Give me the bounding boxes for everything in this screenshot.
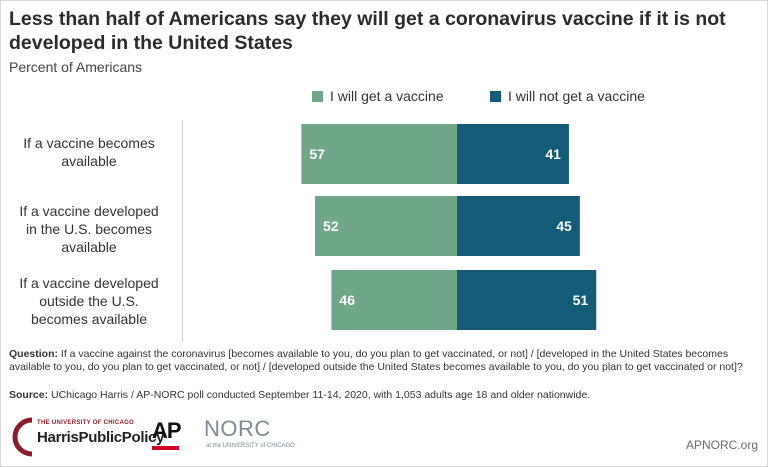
bar-will-not-get-2	[457, 196, 580, 256]
bar-will-get-2	[315, 196, 457, 256]
data-label-will-not-get-3: 51	[573, 292, 589, 308]
data-label-will-get-2: 52	[323, 218, 339, 234]
source-label: Source:	[9, 389, 49, 401]
category-label-1-line-1: If a vaccine becomes	[23, 135, 155, 151]
data-label-will-get-1: 57	[309, 146, 325, 162]
category-label-3: If a vaccine developed outside the U.S. …	[0, 274, 178, 328]
category-label-3-line-3: becomes available	[31, 311, 147, 327]
category-label-2: If a vaccine developed in the U.S. becom…	[0, 202, 178, 256]
category-label-2-line-2: in the U.S. becomes	[25, 221, 153, 237]
harris-logo-small-text: THE UNIVERSITY OF CHICAGO	[37, 420, 135, 426]
category-label-1: If a vaccine becomes available	[0, 134, 178, 170]
ap-logo-bar	[152, 446, 179, 450]
bar-will-not-get-1	[457, 124, 569, 184]
norc-logo-subtext: at the UNIVERSITY of CHICAGO	[206, 443, 295, 449]
norc-logo: NORC	[204, 416, 271, 441]
data-label-will-not-get-1: 41	[545, 146, 561, 162]
legend: I will get a vaccine I will not get a va…	[0, 88, 768, 108]
logo-strip: THE UNIVERSITY OF CHICAGO HarrisPublicPo…	[0, 410, 768, 467]
bar-will-get-1	[301, 124, 457, 184]
legend-label-will-not-get: I will not get a vaccine	[508, 88, 645, 104]
bar-will-not-get-3	[457, 270, 597, 330]
bar-will-get-3	[331, 270, 457, 330]
category-label-1-line-2: available	[61, 153, 117, 169]
ap-logo: AP	[152, 418, 182, 443]
chart-subtitle: Percent of Americans	[9, 59, 143, 75]
legend-item-will-not-get: I will not get a vaccine	[490, 88, 645, 104]
source-note: Source: UChicago Harris / AP-NORC poll c…	[9, 389, 761, 402]
question-note: Question: If a vaccine against the coron…	[9, 348, 761, 374]
question-text: If a vaccine against the coronavirus [be…	[9, 348, 743, 373]
harris-logo: THE UNIVERSITY OF CHICAGO HarrisPublicPo…	[10, 414, 164, 460]
legend-label-will-get: I will get a vaccine	[330, 88, 444, 104]
category-label-3-line-1: If a vaccine developed	[19, 275, 159, 291]
chart-title: Less than half of Americans say they wil…	[9, 8, 726, 54]
category-label-3-line-2: outside the U.S.	[39, 293, 139, 309]
harris-logo-text: HarrisPublicPolicy	[37, 429, 165, 446]
category-label-2-line-3: available	[61, 239, 117, 255]
legend-swatch-will-get	[312, 90, 323, 102]
category-axis-line	[182, 120, 183, 342]
category-label-2-line-1: If a vaccine developed	[19, 203, 159, 219]
legend-swatch-will-not-get	[490, 90, 501, 102]
question-label: Question:	[9, 348, 58, 360]
data-label-will-get-3: 46	[339, 292, 355, 308]
data-label-will-not-get-2: 45	[556, 218, 572, 234]
apnorc-url: APNORC.org	[685, 438, 758, 452]
source-text: UChicago Harris / AP-NORC poll conducted…	[51, 389, 591, 401]
legend-item-will-get: I will get a vaccine	[312, 88, 444, 104]
harris-arc-icon	[12, 417, 33, 457]
